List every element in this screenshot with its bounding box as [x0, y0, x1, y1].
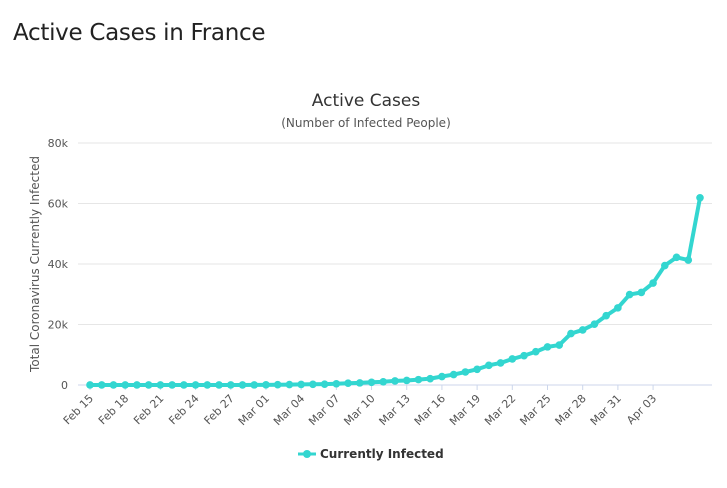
x-tick-label: Mar 07: [306, 392, 342, 428]
data-point[interactable]: [637, 288, 646, 297]
data-point[interactable]: [496, 359, 505, 367]
data-point[interactable]: [473, 365, 481, 374]
y-tick-label: 40k: [48, 258, 69, 271]
data-point[interactable]: [168, 381, 176, 389]
data-point[interactable]: [238, 381, 247, 389]
x-tick-label: Mar 25: [517, 392, 553, 428]
data-point[interactable]: [191, 381, 200, 389]
data-point[interactable]: [449, 370, 458, 379]
grid-lines: [78, 142, 712, 386]
data-point[interactable]: [297, 380, 305, 389]
data-point[interactable]: [426, 374, 434, 383]
data-point[interactable]: [414, 375, 423, 384]
legend-label[interactable]: Currently Infected: [320, 447, 444, 461]
x-tick-label: Mar 16: [412, 392, 448, 428]
x-tick-label: Feb 15: [61, 392, 96, 427]
x-tick-label: Feb 18: [96, 392, 131, 427]
data-point[interactable]: [520, 351, 528, 360]
data-point[interactable]: [203, 381, 212, 389]
data-point[interactable]: [86, 381, 94, 389]
data-point[interactable]: [661, 261, 669, 270]
x-tick-label: Mar 19: [447, 392, 483, 428]
data-point[interactable]: [391, 377, 399, 385]
y-axis-label: Total Coronavirus Currently Infected: [28, 156, 42, 373]
x-tick-label: Mar 31: [588, 392, 624, 428]
data-point[interactable]: [696, 193, 704, 202]
x-tick-label: Mar 01: [236, 392, 272, 428]
data-point[interactable]: [97, 381, 106, 389]
series-currently-infected: [86, 193, 704, 389]
x-tick-label: Feb 24: [166, 392, 201, 427]
data-point[interactable]: [402, 376, 411, 385]
data-point[interactable]: [625, 290, 634, 299]
x-tick-label: Mar 22: [482, 392, 518, 428]
x-tick-label: Feb 27: [202, 392, 237, 427]
data-point[interactable]: [180, 381, 188, 389]
legend-point-marker: [303, 450, 311, 458]
data-point[interactable]: [250, 381, 259, 389]
data-point[interactable]: [614, 304, 622, 312]
data-point[interactable]: [531, 347, 540, 356]
x-tick-label: Mar 10: [341, 392, 377, 428]
data-point[interactable]: [133, 381, 141, 389]
y-tick-label: 20k: [48, 319, 69, 332]
data-point[interactable]: [320, 380, 329, 388]
data-point[interactable]: [144, 381, 153, 389]
data-point[interactable]: [309, 380, 317, 389]
data-point[interactable]: [578, 326, 587, 334]
chart-subtitle: (Number of Infected People): [281, 116, 451, 130]
data-point[interactable]: [273, 380, 282, 389]
data-point[interactable]: [543, 343, 552, 351]
data-point[interactable]: [508, 355, 517, 363]
data-point[interactable]: [332, 379, 341, 388]
data-point[interactable]: [121, 381, 129, 389]
data-point[interactable]: [285, 380, 294, 389]
x-tick-label: Mar 04: [271, 392, 307, 428]
data-point[interactable]: [226, 381, 235, 389]
x-tick-label: Apr 03: [624, 392, 659, 427]
data-point[interactable]: [367, 378, 376, 387]
y-axis-ticks: 0 20k 40k 60k 80k: [48, 137, 69, 392]
data-point[interactable]: [438, 372, 446, 381]
data-point[interactable]: [649, 279, 657, 287]
data-point[interactable]: [109, 381, 118, 389]
data-point[interactable]: [344, 379, 352, 387]
series-line: [88, 195, 702, 387]
data-point[interactable]: [215, 381, 223, 389]
data-point[interactable]: [555, 341, 564, 349]
data-point[interactable]: [590, 320, 599, 328]
data-point[interactable]: [461, 368, 470, 376]
data-point[interactable]: [156, 381, 165, 389]
x-tick-label: Mar 13: [377, 392, 413, 428]
page-heading: Active Cases in France: [13, 20, 266, 46]
data-point[interactable]: [262, 381, 270, 389]
y-tick-label: 60k: [48, 198, 69, 211]
x-tick-label: Feb 21: [131, 392, 166, 427]
data-point[interactable]: [684, 256, 693, 264]
legend[interactable]: Currently Infected: [298, 447, 444, 461]
x-tick-label: Mar 28: [553, 392, 589, 428]
chart-title: Active Cases: [312, 91, 421, 111]
data-point[interactable]: [672, 253, 681, 262]
data-point[interactable]: [485, 361, 493, 370]
y-tick-label: 0: [61, 379, 68, 392]
y-tick-label: 80k: [48, 137, 69, 150]
data-point[interactable]: [379, 377, 388, 386]
data-point[interactable]: [356, 379, 364, 387]
data-point[interactable]: [567, 329, 575, 338]
data-point[interactable]: [602, 311, 610, 320]
